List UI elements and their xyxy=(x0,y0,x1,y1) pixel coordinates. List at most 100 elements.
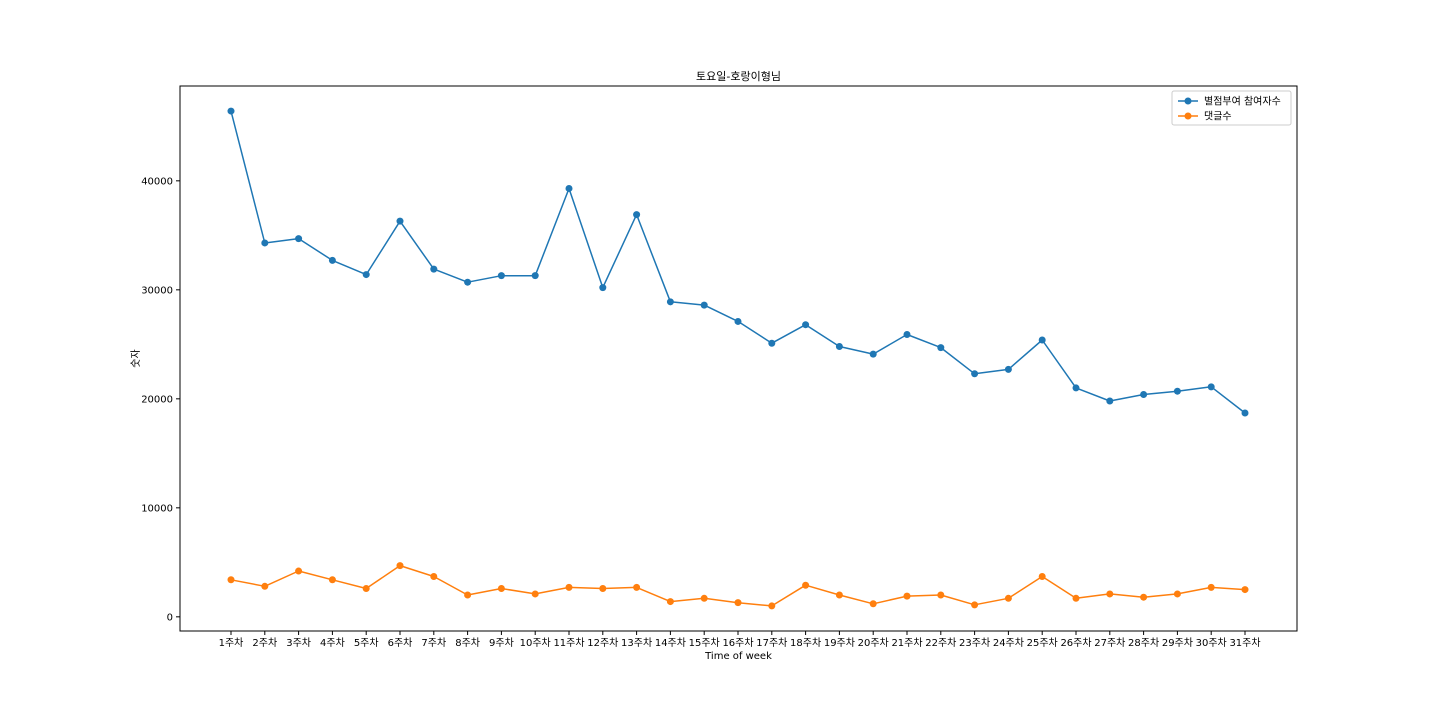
data-point xyxy=(937,591,945,599)
data-point xyxy=(903,331,911,339)
x-tick-label: 30주차 xyxy=(1196,637,1227,649)
x-axis: 1주차 2주차 3주차 4주차 5주차 6주차 7주차 8주차 9주차 10주차 11주차 12주차 1… xyxy=(219,631,1261,649)
data-point xyxy=(531,590,539,598)
x-tick-label: 21주차 xyxy=(891,637,922,649)
data-point xyxy=(1038,573,1046,580)
data-point xyxy=(295,567,303,575)
data-point xyxy=(261,239,269,247)
data-point xyxy=(1072,384,1080,392)
series-1 xyxy=(227,107,1249,417)
data-point xyxy=(1140,593,1148,601)
data-point xyxy=(464,278,472,286)
data-point xyxy=(362,584,370,592)
data-point xyxy=(227,576,235,584)
data-point xyxy=(430,265,438,273)
x-tick-label: 31주차 xyxy=(1229,637,1260,649)
data-point xyxy=(802,321,810,329)
y-axis: 0 10000 20000 30000 40000 xyxy=(141,176,180,623)
data-point xyxy=(328,576,336,584)
x-tick-label: 8주차 xyxy=(455,637,480,649)
x-tick-label: 2주차 xyxy=(252,637,277,649)
series-layer xyxy=(227,107,1249,610)
legend-marker xyxy=(1184,97,1192,105)
data-point xyxy=(464,591,472,599)
x-tick-label: 17주차 xyxy=(756,637,787,649)
x-tick-label: 25주차 xyxy=(1027,637,1058,649)
data-point xyxy=(531,272,539,280)
data-point xyxy=(396,562,404,570)
x-tick-label: 24주차 xyxy=(993,637,1024,649)
data-point xyxy=(971,601,979,609)
data-point xyxy=(1106,397,1114,405)
legend-label: 별점부여 참여자수 xyxy=(1204,96,1281,108)
data-point xyxy=(633,211,641,219)
x-tick-label: 6주차 xyxy=(388,637,413,649)
x-tick-label: 4주차 xyxy=(320,637,345,649)
x-tick-label: 12주차 xyxy=(587,637,618,649)
x-tick-label: 23주차 xyxy=(959,637,990,649)
x-tick-label: 28주차 xyxy=(1128,637,1159,649)
data-point xyxy=(396,217,404,225)
x-tick-label: 13주차 xyxy=(621,637,652,649)
x-tick-label: 29주차 xyxy=(1162,637,1193,649)
legend-box xyxy=(1171,90,1292,126)
data-point xyxy=(869,350,877,358)
data-point xyxy=(599,284,607,292)
data-point xyxy=(1173,387,1181,395)
series-2 xyxy=(227,562,1249,610)
x-tick-label: 5주차 xyxy=(354,637,379,649)
data-point xyxy=(430,573,438,580)
x-tick-label: 10주차 xyxy=(520,637,551,649)
data-point xyxy=(1241,409,1249,417)
x-axis-title: Time of week xyxy=(704,651,772,662)
data-point xyxy=(903,592,911,600)
data-point xyxy=(497,584,505,592)
plot-area-frame xyxy=(179,85,1298,632)
data-point xyxy=(1207,383,1215,391)
data-point xyxy=(1140,390,1148,398)
y-axis-title: 숫자 xyxy=(130,349,142,367)
data-point xyxy=(971,370,979,378)
data-point xyxy=(599,584,607,592)
x-tick-label: 14주차 xyxy=(655,637,686,649)
chart-title: 토요일-호랑이형님 xyxy=(696,69,781,83)
x-tick-label: 3주차 xyxy=(286,637,311,649)
data-point xyxy=(666,298,674,306)
data-point xyxy=(497,272,505,280)
data-point xyxy=(835,591,843,599)
x-tick-label: 11주차 xyxy=(553,637,584,649)
data-point xyxy=(328,256,336,264)
x-tick-label: 7주차 xyxy=(421,637,446,649)
y-tick-label: 10000 xyxy=(141,503,173,514)
data-point xyxy=(565,184,573,192)
x-tick-label: 27주차 xyxy=(1094,637,1125,649)
y-tick-label: 0 xyxy=(167,612,173,623)
data-point xyxy=(261,582,269,590)
x-tick-label: 19주차 xyxy=(824,637,855,649)
data-point xyxy=(1241,586,1249,594)
data-point xyxy=(1106,590,1114,598)
series-line xyxy=(230,110,1246,414)
data-point xyxy=(666,598,674,606)
data-point xyxy=(227,107,235,115)
data-point xyxy=(1038,336,1046,344)
x-tick-label: 1주차 xyxy=(219,637,244,649)
y-tick-label: 20000 xyxy=(141,394,173,405)
data-point xyxy=(802,581,810,589)
data-point xyxy=(734,599,742,607)
y-tick-label: 40000 xyxy=(141,176,173,187)
data-point xyxy=(869,600,877,608)
legend-marker xyxy=(1184,112,1192,120)
data-point xyxy=(362,271,370,279)
data-point xyxy=(565,583,573,591)
data-point xyxy=(835,343,843,351)
x-tick-label: 15주차 xyxy=(689,637,720,649)
data-point xyxy=(768,602,776,610)
legend-label: 댓글수 xyxy=(1204,111,1232,123)
data-point xyxy=(700,301,708,309)
data-point xyxy=(1207,583,1215,591)
data-point xyxy=(700,594,708,602)
x-tick-label: 22주차 xyxy=(925,637,956,649)
